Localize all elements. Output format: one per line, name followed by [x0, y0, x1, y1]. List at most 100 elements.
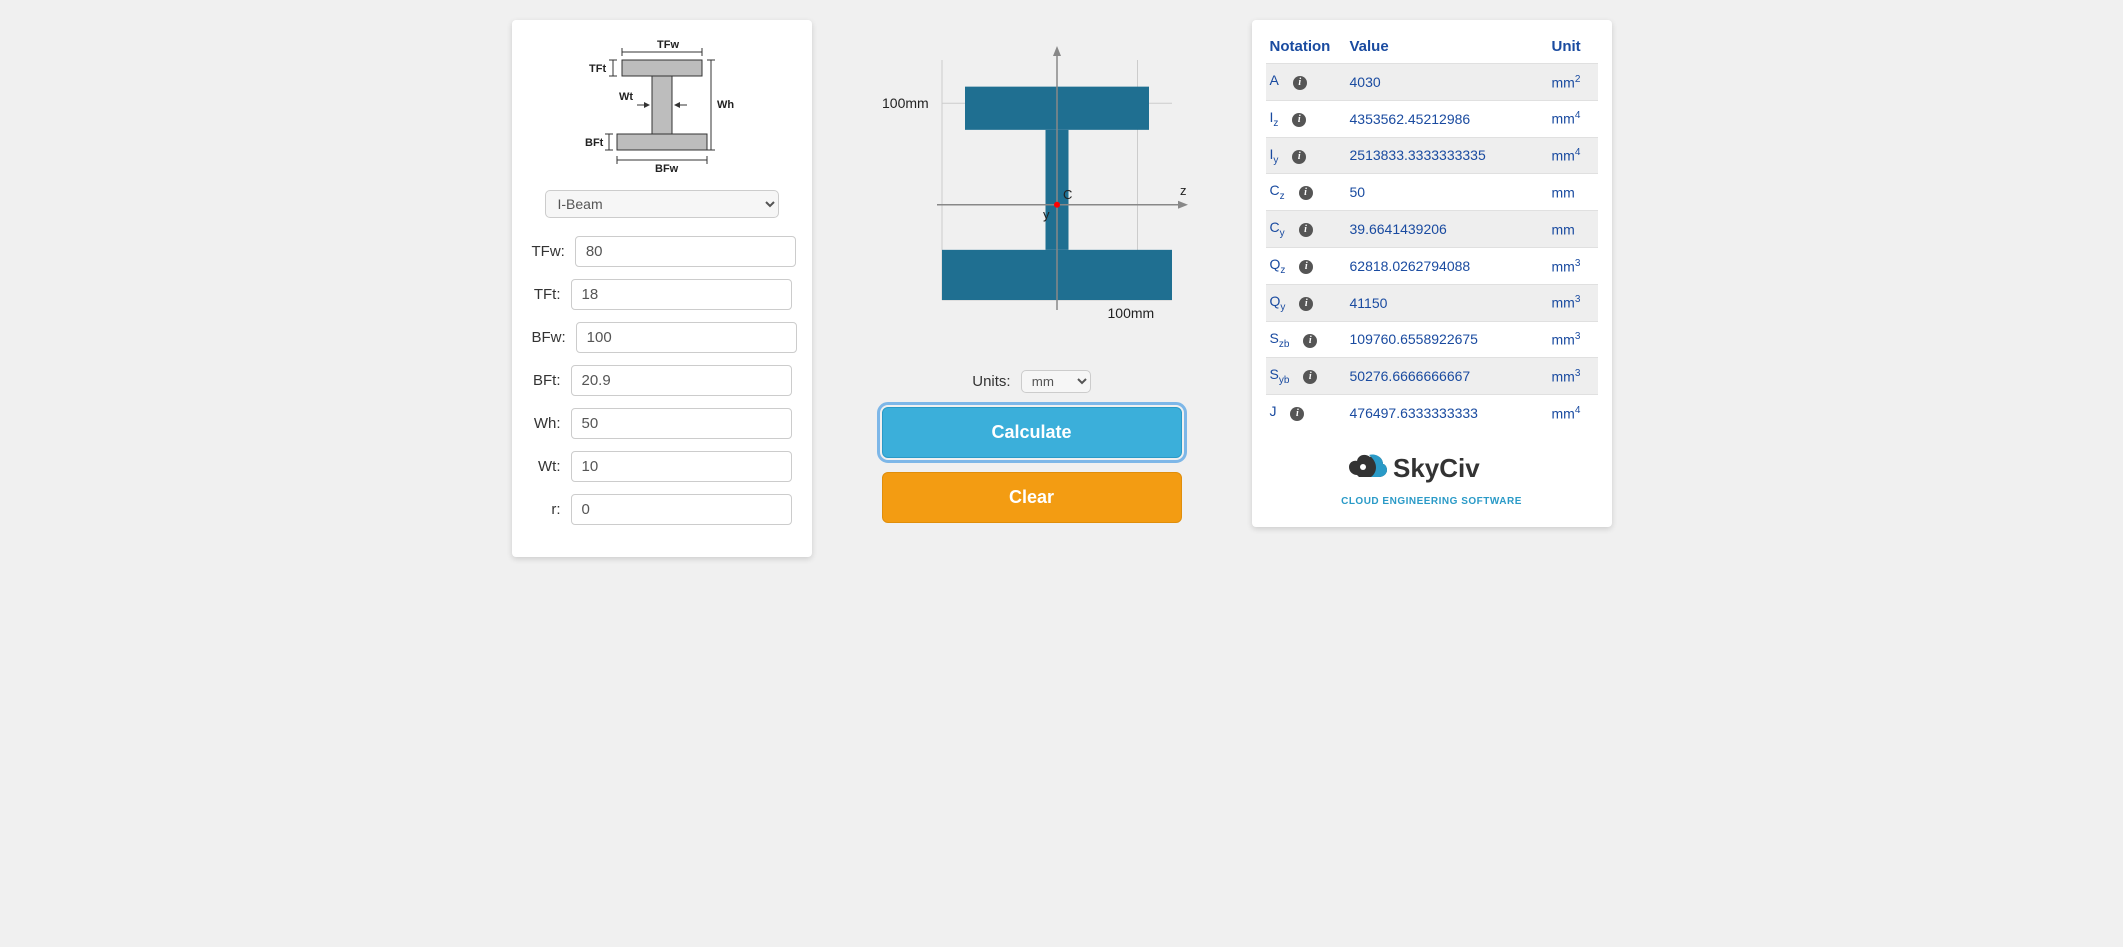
- value-cell: 50: [1346, 174, 1548, 211]
- brand-tagline: CLOUD ENGINEERING SOFTWARE: [1266, 496, 1598, 507]
- info-icon[interactable]: i: [1299, 297, 1313, 311]
- notation-cell: J i: [1266, 395, 1346, 431]
- value-cell: 109760.6558922675: [1346, 321, 1548, 358]
- input-wh[interactable]: [571, 408, 792, 439]
- info-icon[interactable]: i: [1292, 150, 1306, 164]
- info-icon[interactable]: i: [1299, 260, 1313, 274]
- table-row: Syb i 50276.6666666667 mm3: [1266, 358, 1598, 395]
- input-label: BFt:: [532, 372, 571, 389]
- section-chart: Cy z 100mm 100mm: [872, 40, 1192, 340]
- input-panel: TFw TFt Wh Wt BFt BFw I-Beam TFw: TFt: B…: [512, 20, 812, 557]
- info-icon[interactable]: i: [1303, 334, 1317, 348]
- svg-text:Wh: Wh: [717, 99, 734, 111]
- notation-cell: Syb i: [1266, 358, 1346, 395]
- unit-cell: mm3: [1548, 247, 1598, 284]
- value-cell: 41150: [1346, 284, 1548, 321]
- svg-text:y: y: [1043, 207, 1050, 222]
- units-label: Units:: [972, 373, 1010, 390]
- clear-button[interactable]: Clear: [882, 472, 1182, 523]
- notation-cell: Cz i: [1266, 174, 1346, 211]
- unit-cell: mm4: [1548, 395, 1598, 431]
- notation-cell: Qy i: [1266, 284, 1346, 321]
- svg-text:z: z: [1180, 183, 1187, 198]
- shape-select[interactable]: I-Beam: [545, 190, 779, 218]
- svg-text:BFt: BFt: [585, 137, 604, 149]
- table-row: Qz i 62818.0262794088 mm3: [1266, 247, 1598, 284]
- input-row: r:: [532, 494, 792, 525]
- info-icon[interactable]: i: [1290, 407, 1304, 421]
- calculate-button[interactable]: Calculate: [882, 407, 1182, 458]
- svg-text:SkyCiv: SkyCiv: [1393, 453, 1480, 483]
- table-row: Iz i 4353562.45212986 mm4: [1266, 100, 1598, 137]
- value-cell: 4030: [1346, 64, 1548, 101]
- col-unit: Unit: [1548, 30, 1598, 64]
- units-row: Units: mm: [972, 370, 1091, 393]
- input-label: r:: [532, 501, 571, 518]
- col-notation: Notation: [1266, 30, 1346, 64]
- unit-cell: mm: [1548, 174, 1598, 211]
- notation-cell: Qz i: [1266, 247, 1346, 284]
- svg-text:100mm: 100mm: [1107, 305, 1154, 321]
- table-row: Szb i 109760.6558922675 mm3: [1266, 321, 1598, 358]
- info-icon[interactable]: i: [1299, 186, 1313, 200]
- table-row: Cy i 39.6641439206 mm: [1266, 211, 1598, 248]
- svg-text:TFt: TFt: [589, 63, 606, 75]
- table-row: Cz i 50 mm: [1266, 174, 1598, 211]
- notation-cell: Szb i: [1266, 321, 1346, 358]
- svg-text:Wt: Wt: [619, 91, 633, 103]
- unit-cell: mm: [1548, 211, 1598, 248]
- units-select[interactable]: mm: [1021, 370, 1091, 393]
- preview-panel: Cy z 100mm 100mm Units: mm Calculate Clear: [852, 20, 1212, 543]
- value-cell: 50276.6666666667: [1346, 358, 1548, 395]
- unit-cell: mm4: [1548, 100, 1598, 137]
- info-icon[interactable]: i: [1293, 76, 1307, 90]
- table-row: Iy i 2513833.3333333335 mm4: [1266, 137, 1598, 174]
- results-panel: Notation Value Unit A i 4030 mm2 Iz i 43…: [1252, 20, 1612, 527]
- notation-cell: Iz i: [1266, 100, 1346, 137]
- unit-cell: mm3: [1548, 321, 1598, 358]
- value-cell: 2513833.3333333335: [1346, 137, 1548, 174]
- table-row: A i 4030 mm2: [1266, 64, 1598, 101]
- unit-cell: mm3: [1548, 284, 1598, 321]
- brand-logo: SkyCiv CLOUD ENGINEERING SOFTWARE: [1266, 449, 1598, 507]
- value-cell: 62818.0262794088: [1346, 247, 1548, 284]
- input-row: TFw:: [532, 236, 792, 267]
- svg-text:100mm: 100mm: [882, 95, 929, 111]
- input-label: Wh:: [532, 415, 571, 432]
- svg-text:TFw: TFw: [657, 40, 679, 51]
- col-value: Value: [1346, 30, 1548, 64]
- input-row: BFw:: [532, 322, 792, 353]
- input-r[interactable]: [571, 494, 792, 525]
- notation-cell: A i: [1266, 64, 1346, 101]
- input-bft[interactable]: [571, 365, 792, 396]
- svg-text:BFw: BFw: [655, 163, 679, 175]
- info-icon[interactable]: i: [1299, 223, 1313, 237]
- input-tfw[interactable]: [575, 236, 796, 267]
- notation-cell: Iy i: [1266, 137, 1346, 174]
- input-row: TFt:: [532, 279, 792, 310]
- input-label: BFw:: [532, 329, 576, 346]
- input-row: Wh:: [532, 408, 792, 439]
- table-row: Qy i 41150 mm3: [1266, 284, 1598, 321]
- table-row: J i 476497.6333333333 mm4: [1266, 395, 1598, 431]
- input-label: TFw:: [532, 243, 575, 260]
- notation-cell: Cy i: [1266, 211, 1346, 248]
- input-label: Wt:: [532, 458, 571, 475]
- results-table: Notation Value Unit A i 4030 mm2 Iz i 43…: [1266, 30, 1598, 431]
- svg-text:C: C: [1063, 187, 1072, 202]
- unit-cell: mm4: [1548, 137, 1598, 174]
- input-row: Wt:: [532, 451, 792, 482]
- input-bfw[interactable]: [576, 322, 797, 353]
- value-cell: 39.6641439206: [1346, 211, 1548, 248]
- value-cell: 4353562.45212986: [1346, 100, 1548, 137]
- section-diagram-icon: TFw TFt Wh Wt BFt BFw: [577, 40, 747, 180]
- input-tft[interactable]: [571, 279, 792, 310]
- input-wt[interactable]: [571, 451, 792, 482]
- input-row: BFt:: [532, 365, 792, 396]
- unit-cell: mm3: [1548, 358, 1598, 395]
- value-cell: 476497.6333333333: [1346, 395, 1548, 431]
- info-icon[interactable]: i: [1292, 113, 1306, 127]
- info-icon[interactable]: i: [1303, 370, 1317, 384]
- unit-cell: mm2: [1548, 64, 1598, 101]
- input-label: TFt:: [532, 286, 571, 303]
